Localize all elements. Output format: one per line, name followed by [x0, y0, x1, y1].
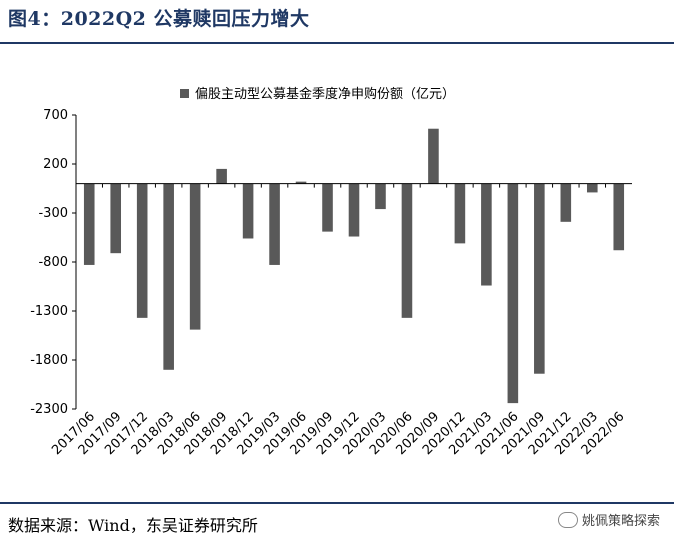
y-tick-label: 200 — [43, 157, 68, 172]
legend-swatch — [180, 89, 189, 98]
bar — [401, 183, 413, 318]
y-tick-label: -800 — [38, 255, 68, 270]
y-axis: 700 200 -300 -800 -1300 -1800 -2300 — [30, 108, 77, 417]
source-note: 数据来源：Wind，东吴证券研究所 — [8, 516, 258, 535]
bar — [163, 183, 174, 370]
bar — [216, 168, 227, 184]
bar — [295, 181, 307, 184]
bar — [136, 183, 148, 318]
bar — [454, 183, 466, 244]
bar — [560, 183, 572, 222]
bar-chart: 偏股主动型公募基金季度净申购份额（亿元） 700 200 -300 -800 -1300… — [30, 86, 632, 458]
bar — [375, 183, 386, 210]
bars — [83, 128, 625, 404]
bar — [322, 183, 333, 232]
bar — [242, 183, 254, 239]
y-tick-label: 700 — [43, 108, 68, 123]
bar — [613, 183, 625, 251]
legend-label: 偏股主动型公募基金季度净申购份额（亿元） — [195, 86, 455, 102]
watermark-text: 姚佩策略探索 — [581, 514, 660, 529]
bar — [586, 183, 598, 193]
y-tick-label: -2300 — [30, 402, 68, 417]
bar — [269, 183, 280, 265]
top-rule — [0, 42, 674, 44]
y-tick-label: -300 — [38, 206, 68, 221]
bar — [534, 183, 545, 374]
bar — [428, 128, 439, 184]
bar — [481, 183, 492, 286]
bar — [189, 183, 201, 330]
watermark: 姚佩策略探索 — [557, 510, 660, 529]
y-tick-label: -1800 — [30, 353, 68, 368]
bar — [83, 183, 95, 265]
bar — [110, 183, 122, 254]
bar — [348, 183, 360, 237]
bottom-rule — [0, 502, 674, 504]
y-tick-label: -1300 — [30, 304, 68, 319]
chart-title: 图4：2022Q2 公募赎回压力增大 — [8, 8, 310, 30]
bar — [507, 183, 519, 404]
wechat-icon — [557, 511, 578, 528]
